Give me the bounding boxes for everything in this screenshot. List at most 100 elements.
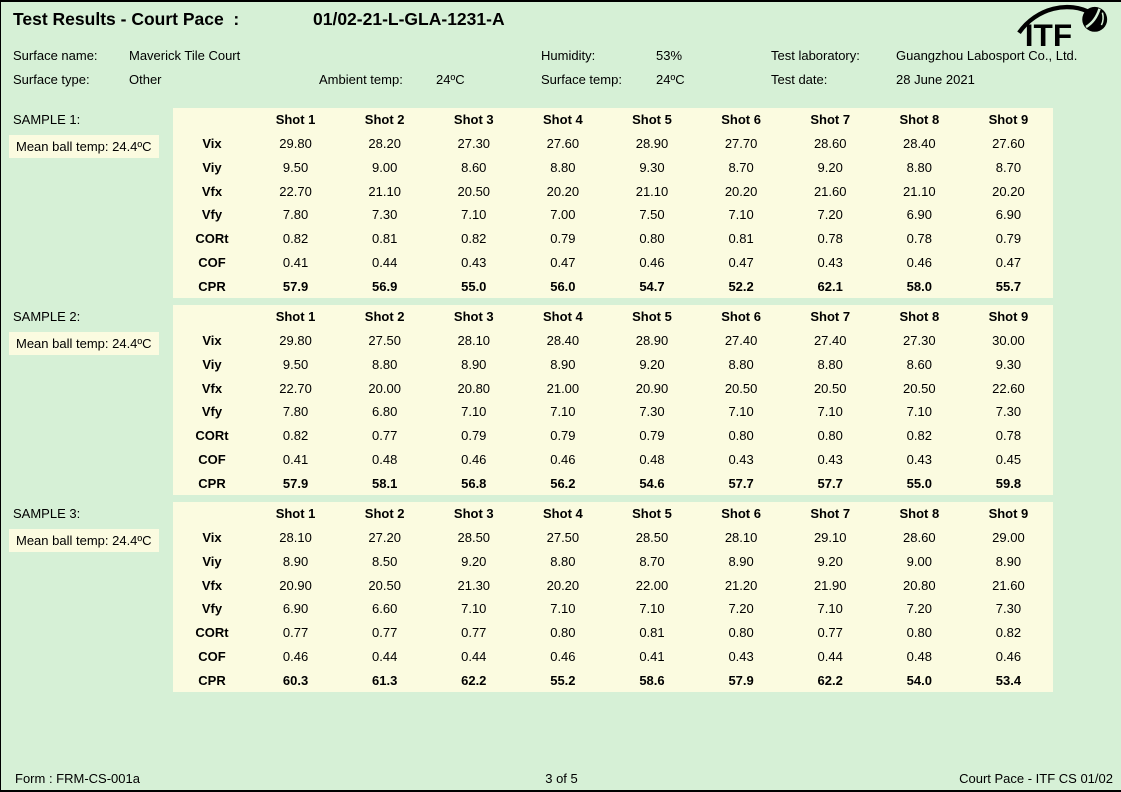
measurement-value: 22.70 [279, 183, 312, 199]
measurement-value: 27.50 [368, 333, 401, 349]
shot-column-header: Shot 6 [721, 112, 761, 128]
test-laboratory-value: Guangzhou Labosport Co., Ltd. [896, 48, 1078, 63]
measurement-value: 7.50 [639, 207, 665, 223]
svg-text:ITF: ITF [1025, 17, 1072, 50]
measurement-value: 58.6 [639, 672, 665, 688]
measurement-value: 0.46 [550, 648, 576, 664]
test-laboratory-label: Test laboratory: [771, 48, 860, 63]
measurement-value: 55.2 [550, 672, 576, 688]
measurement-value: 20.20 [992, 183, 1025, 199]
measurement-value: 9.20 [817, 159, 843, 175]
measurement-value: 0.77 [461, 625, 487, 641]
measurement-value: 0.43 [728, 648, 754, 664]
shot-column-header: Shot 3 [453, 112, 494, 128]
measurement-value: 21.10 [903, 183, 936, 199]
shot-column-header: Shot 8 [899, 506, 940, 522]
measurement-value: 27.20 [368, 530, 401, 546]
measurement-value: 28.40 [546, 333, 580, 349]
measurement-value: 57.9 [282, 278, 309, 294]
measurement-value: 28.10 [279, 530, 312, 546]
measurement-value: 0.44 [817, 648, 843, 664]
measurement-value: 27.70 [724, 136, 758, 152]
measurement-value: 58.0 [906, 278, 932, 294]
measurement-value: 20.90 [279, 577, 312, 593]
measurement-label: Vix [202, 530, 222, 546]
measurement-value: 0.48 [906, 648, 932, 664]
measurement-value: 7.10 [461, 207, 487, 223]
measurement-value: 0.46 [995, 648, 1022, 664]
measurement-label: CORt [195, 625, 229, 641]
measurement-row-vix: Vix 29.80 28.20 27.30 27.60 28.90 27.70 28.60 28… [173, 132, 1053, 156]
ambient-temp-label: Ambient temp: [319, 72, 403, 87]
measurement-label: COF [198, 451, 226, 467]
measurement-value: 27.30 [903, 333, 936, 349]
measurement-value: 58.1 [372, 475, 398, 491]
measurement-label: CPR [198, 475, 226, 491]
measurement-label: Vix [202, 136, 222, 152]
measurement-value: 29.00 [992, 530, 1025, 546]
measurement-value: 0.43 [817, 254, 843, 270]
measurement-value: 21.10 [368, 183, 401, 199]
measurement-value: 56.9 [372, 278, 398, 294]
measurement-value: 9.50 [282, 356, 309, 372]
shot-column-header: Shot 4 [543, 309, 583, 325]
measurement-value: 61.3 [372, 672, 398, 688]
measurement-row-vfx: Vfx 22.70 20.00 20.80 21.00 20.90 20.50 20.50 20… [173, 376, 1053, 400]
itf-logo-icon: ITF [1017, 4, 1108, 50]
measurement-value: 0.47 [728, 254, 754, 270]
measurement-label: CORt [195, 428, 229, 444]
measurement-value: 7.30 [639, 404, 665, 420]
measurement-label: CPR [198, 278, 226, 294]
measurement-value: 0.82 [906, 428, 932, 444]
measurement-value: 62.2 [461, 672, 487, 688]
measurement-value: 21.30 [457, 577, 491, 593]
measurement-value: 21.20 [724, 577, 758, 593]
measurement-value: 21.00 [546, 380, 580, 396]
measurement-row-cof: COF 0.41 0.48 0.46 0.46 0.48 0.43 0.43 0.43 0.45 [173, 448, 1053, 472]
measurement-value: 0.77 [282, 625, 309, 641]
measurement-value: 0.44 [372, 648, 398, 664]
measurement-value: 0.47 [995, 254, 1022, 270]
measurement-value: 20.20 [546, 183, 580, 199]
sample-2-results-table: Shot 1 Shot 2 Shot 3 Shot 4 Shot 5 Shot 6 Shot… [173, 305, 1053, 495]
sample-3-results-table: Shot 1 Shot 2 Shot 3 Shot 4 Shot 5 Shot 6 Shot… [173, 502, 1053, 692]
surface-type-label: Surface type: [13, 72, 90, 87]
measurement-value: 8.50 [372, 553, 398, 569]
measurement-value: 62.2 [817, 672, 843, 688]
measurement-value: 0.82 [995, 625, 1022, 641]
test-date-label: Test date: [771, 72, 828, 87]
measurement-value: 27.40 [724, 333, 758, 349]
measurement-value: 0.44 [372, 254, 398, 270]
measurement-value: 7.20 [728, 601, 754, 617]
shot-column-header: Shot 4 [543, 112, 583, 128]
measurement-value: 7.10 [906, 404, 932, 420]
surface-temp-value: 24ºC [656, 72, 685, 87]
doc-reference: Court Pace - ITF CS 01/02 [959, 771, 1113, 786]
measurement-value: 56.0 [550, 278, 576, 294]
shot-column-header: Shot 9 [988, 309, 1029, 325]
measurement-value: 0.80 [906, 625, 932, 641]
measurement-row-cort: CORt 0.77 0.77 0.77 0.80 0.81 0.80 0.77 0.80 0.82 [173, 621, 1053, 645]
measurement-value: 55.0 [906, 475, 932, 491]
sample-3-label: SAMPLE 3: [13, 506, 81, 521]
shot-column-header: Shot 7 [810, 309, 851, 325]
measurement-value: 20.50 [368, 577, 401, 593]
test-code: 01/02-21-L-GLA-1231-A [313, 9, 505, 29]
shot-header-row: Shot 1 Shot 2 Shot 3 Shot 4 Shot 5 Shot 6 Shot… [173, 502, 1053, 526]
measurement-row-cort: CORt 0.82 0.81 0.82 0.79 0.80 0.81 0.78 0.78 0.79 [173, 227, 1053, 251]
measurement-value: 27.30 [457, 136, 491, 152]
measurement-value: 20.50 [724, 380, 758, 396]
measurement-value: 0.48 [639, 451, 665, 467]
measurement-value: 7.30 [995, 601, 1022, 617]
measurement-row-viy: Viy 9.50 9.00 8.60 8.80 9.30 8.70 9.20 8.80 8.70 [173, 156, 1053, 180]
measurement-value: 28.60 [813, 136, 847, 152]
measurement-value: 22.00 [635, 577, 669, 593]
measurement-row-vix: Vix 28.10 27.20 28.50 27.50 28.50 28.10 29.10 28… [173, 526, 1053, 550]
measurement-label: Viy [202, 159, 222, 175]
shot-column-header: Shot 6 [721, 506, 761, 522]
measurement-value: 0.80 [550, 625, 576, 641]
measurement-value: 28.10 [724, 530, 758, 546]
measurement-value: 0.81 [728, 231, 754, 247]
shot-column-header: Shot 1 [275, 309, 316, 325]
measurement-value: 0.46 [906, 254, 932, 270]
